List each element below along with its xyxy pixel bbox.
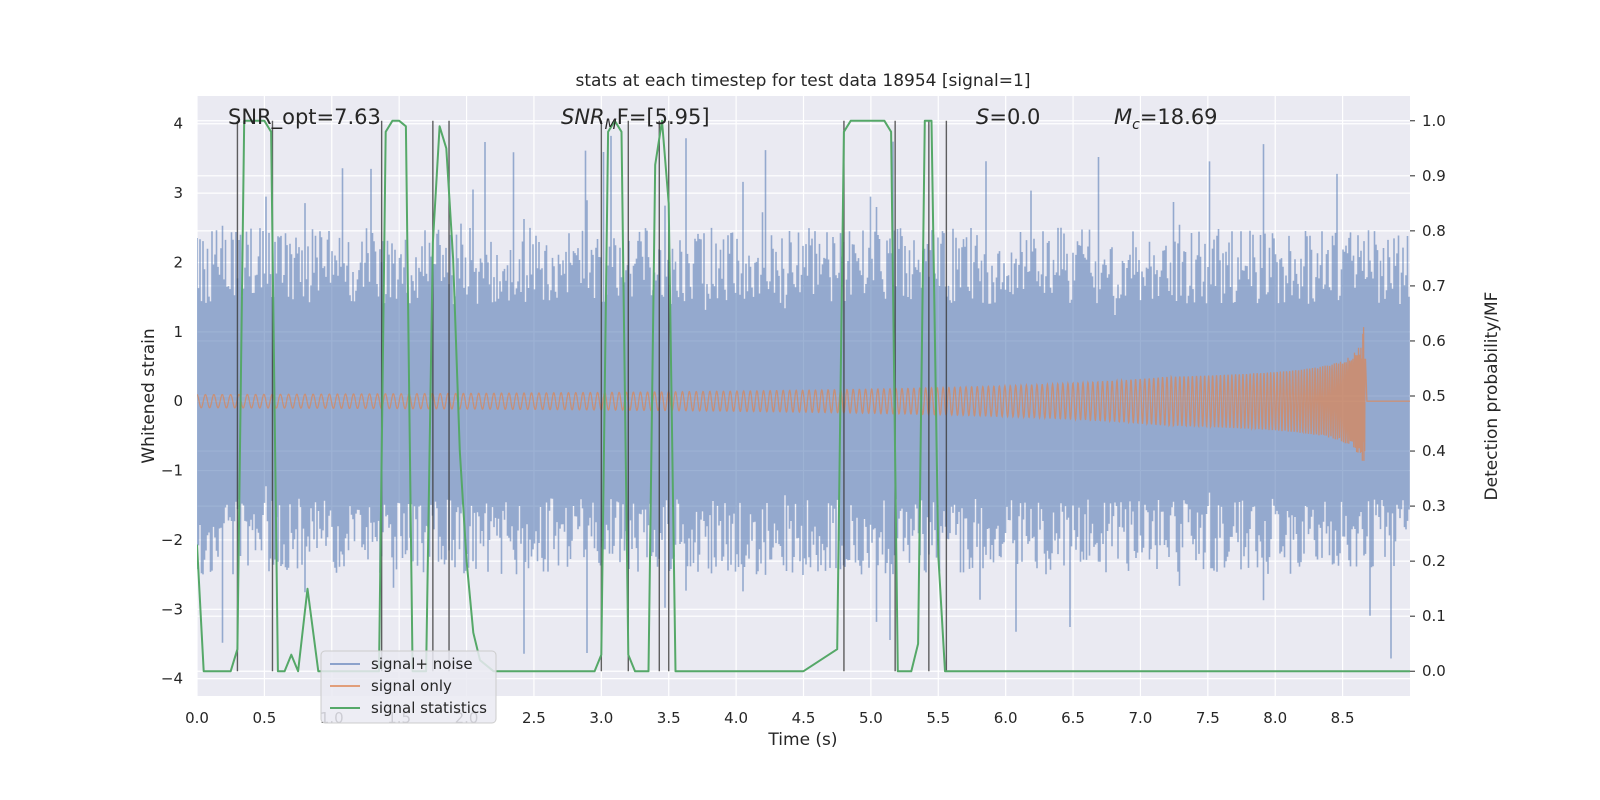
x-tick-label: 8.5	[1331, 709, 1355, 727]
x-tick-label: 3.5	[657, 709, 681, 727]
y2-tick-label: 0.2	[1422, 552, 1446, 570]
signal-statistics-series	[197, 119, 1410, 673]
y2-tick-label: 0.9	[1422, 167, 1446, 185]
x-tick-label: 6.5	[1061, 709, 1085, 727]
annotation-s: S=0.0	[976, 105, 1040, 129]
legend-label-signal-noise: signal+ noise	[371, 655, 473, 673]
y-tick-label: −4	[161, 670, 183, 688]
y-tick-label: −1	[161, 462, 183, 480]
legend-label-signal-only: signal only	[371, 677, 452, 695]
annotation-mc: Mc=18.69	[1114, 105, 1218, 133]
y2-tick-label: 0.3	[1422, 497, 1446, 515]
y2-tick-label: 0.8	[1422, 222, 1446, 240]
y2-tick-label: 0.7	[1422, 277, 1446, 295]
y-tick-label: 4	[173, 115, 183, 133]
x-tick-label: 5.5	[926, 709, 950, 727]
signal-statistics-trace	[197, 119, 1410, 673]
x-tick-label: 6.0	[994, 709, 1018, 727]
y2-tick-label: 1.0	[1422, 112, 1446, 130]
x-tick-label: 7.5	[1196, 709, 1220, 727]
annotation-snr-mf-label: SNR	[561, 105, 605, 129]
y-tick-label: 1	[173, 323, 183, 341]
annotation-mc-value: =18.69	[1140, 105, 1218, 129]
legend-box	[320, 650, 497, 724]
signal-only-series	[197, 327, 1410, 461]
x-tick-label: 7.0	[1129, 709, 1153, 727]
x-tick-label: 3.0	[589, 709, 613, 727]
x-axis-label: Time (s)	[767, 730, 837, 750]
annotation-snr-opt: SNR_opt=7.63	[228, 105, 381, 130]
y-tick-label: 3	[173, 184, 183, 202]
y2-tick-label: 0.4	[1422, 442, 1446, 460]
annotation-mc-label: M	[1114, 105, 1132, 129]
chart-annotations: SNR_opt=7.63 SNRMF=[5.95] S=0.0 Mc=18.69	[228, 105, 1218, 133]
x-tick-label: 0.5	[252, 709, 276, 727]
y-tick-label: 2	[173, 253, 183, 271]
annotation-snr-mf-sub: M	[605, 117, 617, 133]
y2-tick-label: 0.5	[1422, 387, 1446, 405]
y2-tick-label: 0.6	[1422, 332, 1446, 350]
x-tick-label: 2.5	[522, 709, 546, 727]
legend: signal+ noise signal only signal statist…	[320, 650, 497, 724]
signal-only-trace	[197, 327, 1410, 461]
y2-axis-label: Detection probability/MF	[1482, 292, 1502, 501]
y2-tick-label: 0.0	[1422, 662, 1446, 680]
chart-title: stats at each timestep for test data 189…	[576, 71, 1031, 91]
axis-ticks: 0.00.51.01.52.02.53.03.54.04.55.05.56.06…	[161, 112, 1446, 727]
y-tick-label: −3	[161, 600, 183, 618]
annotation-s-label: S	[976, 105, 989, 129]
x-tick-label: 5.0	[859, 709, 883, 727]
x-tick-label: 8.0	[1263, 709, 1287, 727]
y-tick-label: 0	[173, 392, 183, 410]
annotation-mc-sub: c	[1132, 117, 1140, 133]
y-axis-label: Whitened strain	[139, 328, 159, 463]
annotation-snr-mf: SNRMF=[5.95]	[561, 105, 710, 133]
y-tick-label: −2	[161, 531, 183, 549]
plot-series-layer	[197, 119, 1410, 673]
annotation-s-value: =0.0	[989, 105, 1040, 129]
x-tick-label: 4.5	[792, 709, 816, 727]
x-tick-label: 4.0	[724, 709, 748, 727]
y2-tick-label: 0.1	[1422, 607, 1446, 625]
annotation-snr-mf-value: F=[5.95]	[617, 105, 710, 129]
legend-label-signal-statistics: signal statistics	[371, 699, 487, 717]
x-tick-label: 0.0	[185, 709, 209, 727]
